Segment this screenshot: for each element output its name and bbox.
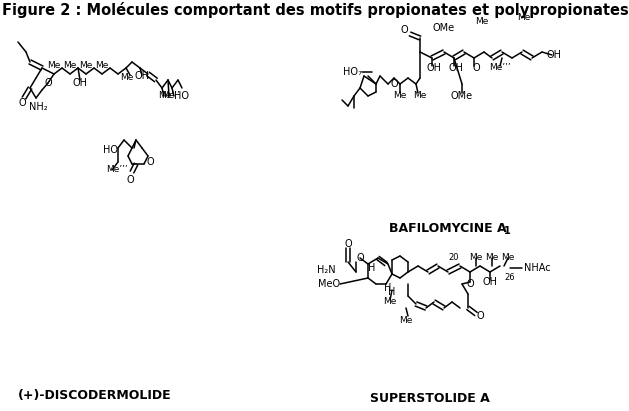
Text: OMe: OMe bbox=[433, 23, 455, 33]
Text: O: O bbox=[476, 311, 484, 321]
Text: H: H bbox=[369, 263, 376, 273]
Text: OH: OH bbox=[547, 50, 562, 60]
Text: Me: Me bbox=[120, 74, 134, 83]
Text: HO: HO bbox=[174, 91, 189, 101]
Text: O: O bbox=[18, 98, 26, 108]
Text: 20: 20 bbox=[448, 254, 459, 263]
Text: O: O bbox=[356, 253, 364, 263]
Text: H: H bbox=[384, 283, 392, 293]
Text: BAFILOMYCINE A: BAFILOMYCINE A bbox=[389, 222, 507, 235]
Text: Me: Me bbox=[79, 60, 92, 69]
Text: OH: OH bbox=[448, 63, 464, 73]
Text: 1: 1 bbox=[504, 226, 511, 236]
Text: Me’’’: Me’’’ bbox=[106, 166, 128, 175]
Text: HO: HO bbox=[103, 145, 118, 155]
Text: Figure 2 : Molécules comportant des motifs propionates et polypropionates: Figure 2 : Molécules comportant des moti… bbox=[2, 2, 629, 18]
Text: OH: OH bbox=[482, 277, 498, 287]
Text: H: H bbox=[388, 287, 396, 297]
Text: Me: Me bbox=[383, 298, 397, 307]
Text: O: O bbox=[126, 175, 134, 185]
Text: NH₂: NH₂ bbox=[29, 102, 47, 112]
Text: Me: Me bbox=[64, 60, 77, 69]
Text: O: O bbox=[472, 63, 480, 73]
Text: HO₇: HO₇ bbox=[343, 67, 362, 77]
Text: O: O bbox=[466, 279, 474, 289]
Text: Me: Me bbox=[47, 60, 60, 69]
Text: NHAc: NHAc bbox=[524, 263, 550, 273]
Text: Me: Me bbox=[476, 18, 489, 26]
Text: Me: Me bbox=[501, 254, 515, 263]
Text: SUPERSTOLIDE A: SUPERSTOLIDE A bbox=[370, 392, 490, 404]
Text: Me: Me bbox=[161, 92, 175, 101]
Text: Me: Me bbox=[96, 60, 109, 69]
Text: Me: Me bbox=[486, 254, 499, 263]
Text: Me’’’: Me’’’ bbox=[489, 64, 511, 72]
Text: H₂N: H₂N bbox=[318, 265, 336, 275]
Text: (+)-DISCODERMOLIDE: (+)-DISCODERMOLIDE bbox=[18, 388, 172, 402]
Text: O: O bbox=[390, 79, 398, 89]
Text: OH: OH bbox=[72, 78, 87, 88]
Text: O: O bbox=[344, 239, 352, 249]
Text: O: O bbox=[146, 157, 154, 167]
Text: O: O bbox=[44, 78, 52, 88]
Text: Me: Me bbox=[469, 254, 482, 263]
Text: Me: Me bbox=[399, 316, 413, 325]
Text: O: O bbox=[400, 25, 408, 35]
Text: Me: Me bbox=[413, 92, 426, 101]
Text: 26: 26 bbox=[504, 273, 515, 282]
Text: OH: OH bbox=[135, 71, 150, 81]
Text: OH: OH bbox=[426, 63, 442, 73]
Text: Me: Me bbox=[517, 14, 531, 23]
Text: MeO: MeO bbox=[318, 279, 340, 289]
Text: OMe: OMe bbox=[451, 91, 473, 101]
Text: Me: Me bbox=[393, 92, 407, 101]
Text: Me’’’: Me’’’ bbox=[158, 92, 180, 101]
